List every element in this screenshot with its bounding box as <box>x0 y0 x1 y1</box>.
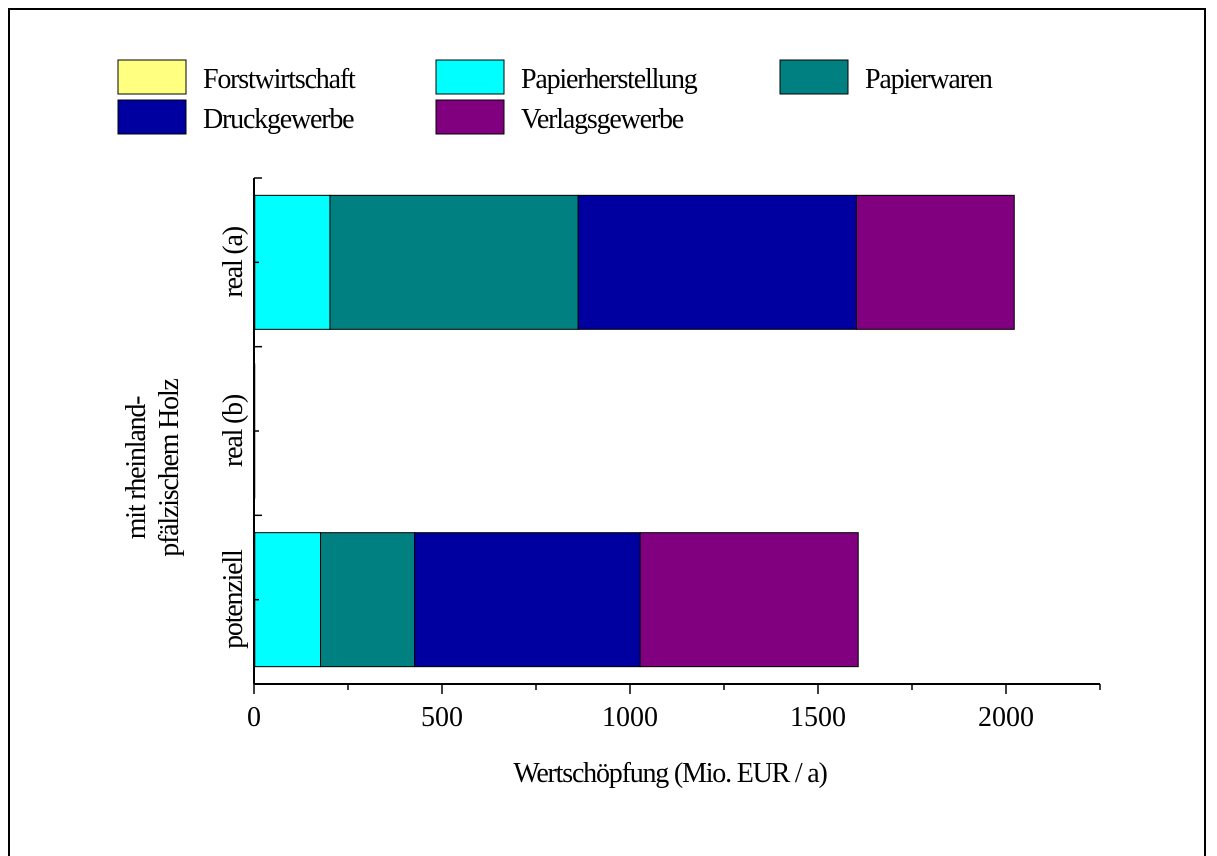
bar-potenziell-druckgewerbe <box>414 532 641 668</box>
x-axis-label: Wertschöpfung (Mio. EUR / a) <box>513 758 827 789</box>
x-tick-label: 500 <box>421 702 463 733</box>
legend-swatch-verlagsgewerbe <box>435 99 505 135</box>
bar-real-a-druckgewerbe <box>577 194 857 330</box>
legend-label-verlagsgewerbe: Verlagsgewerbe <box>521 104 684 135</box>
legend-swatch-papierherstellung <box>435 59 505 95</box>
y-axis-label-line-2: pfälzischem Holz <box>154 378 185 556</box>
axes: 0 500 1000 1500 2000 <box>247 177 1101 733</box>
bar-real-a-verlagsgewerbe <box>855 194 1015 330</box>
legend-swatch-druckgewerbe <box>117 99 187 135</box>
bar-potenziell-papierwaren <box>320 532 416 668</box>
bars: real (a) real (b) potenziell <box>218 194 1015 668</box>
category-label-real-b: real (b) <box>218 394 249 467</box>
legend-swatch-papierwaren <box>779 59 849 95</box>
legend-label-druckgewerbe: Druckgewerbe <box>203 104 354 135</box>
bar-real-a-papierwaren <box>329 194 579 330</box>
chart-frame <box>8 8 1206 856</box>
x-tick-label: 0 <box>247 702 261 733</box>
legend-label-forstwirtschaft: Forstwirtschaft <box>203 64 356 95</box>
legend-label-papierherstellung: Papierherstellung <box>521 64 698 95</box>
x-tick-label: 1500 <box>790 702 846 733</box>
x-tick-label: 2000 <box>978 702 1034 733</box>
x-tick-label: 1000 <box>602 702 658 733</box>
bar-potenziell-verlagsgewerbe <box>639 532 859 668</box>
legend-label-papierwaren: Papierwaren <box>865 64 993 95</box>
y-axis-label-line-1: mit rheinland- <box>121 396 152 539</box>
legend: Forstwirtschaft Papierherstellung Papierwa… <box>117 59 994 135</box>
category-label-real-a: real (a) <box>218 226 249 297</box>
category-label-potenziell: potenziell <box>218 549 249 649</box>
bar-real-a-papierherstellung <box>254 194 331 330</box>
legend-swatch-forstwirtschaft <box>117 59 187 95</box>
bar-potenziell-papierherstellung <box>254 532 322 668</box>
